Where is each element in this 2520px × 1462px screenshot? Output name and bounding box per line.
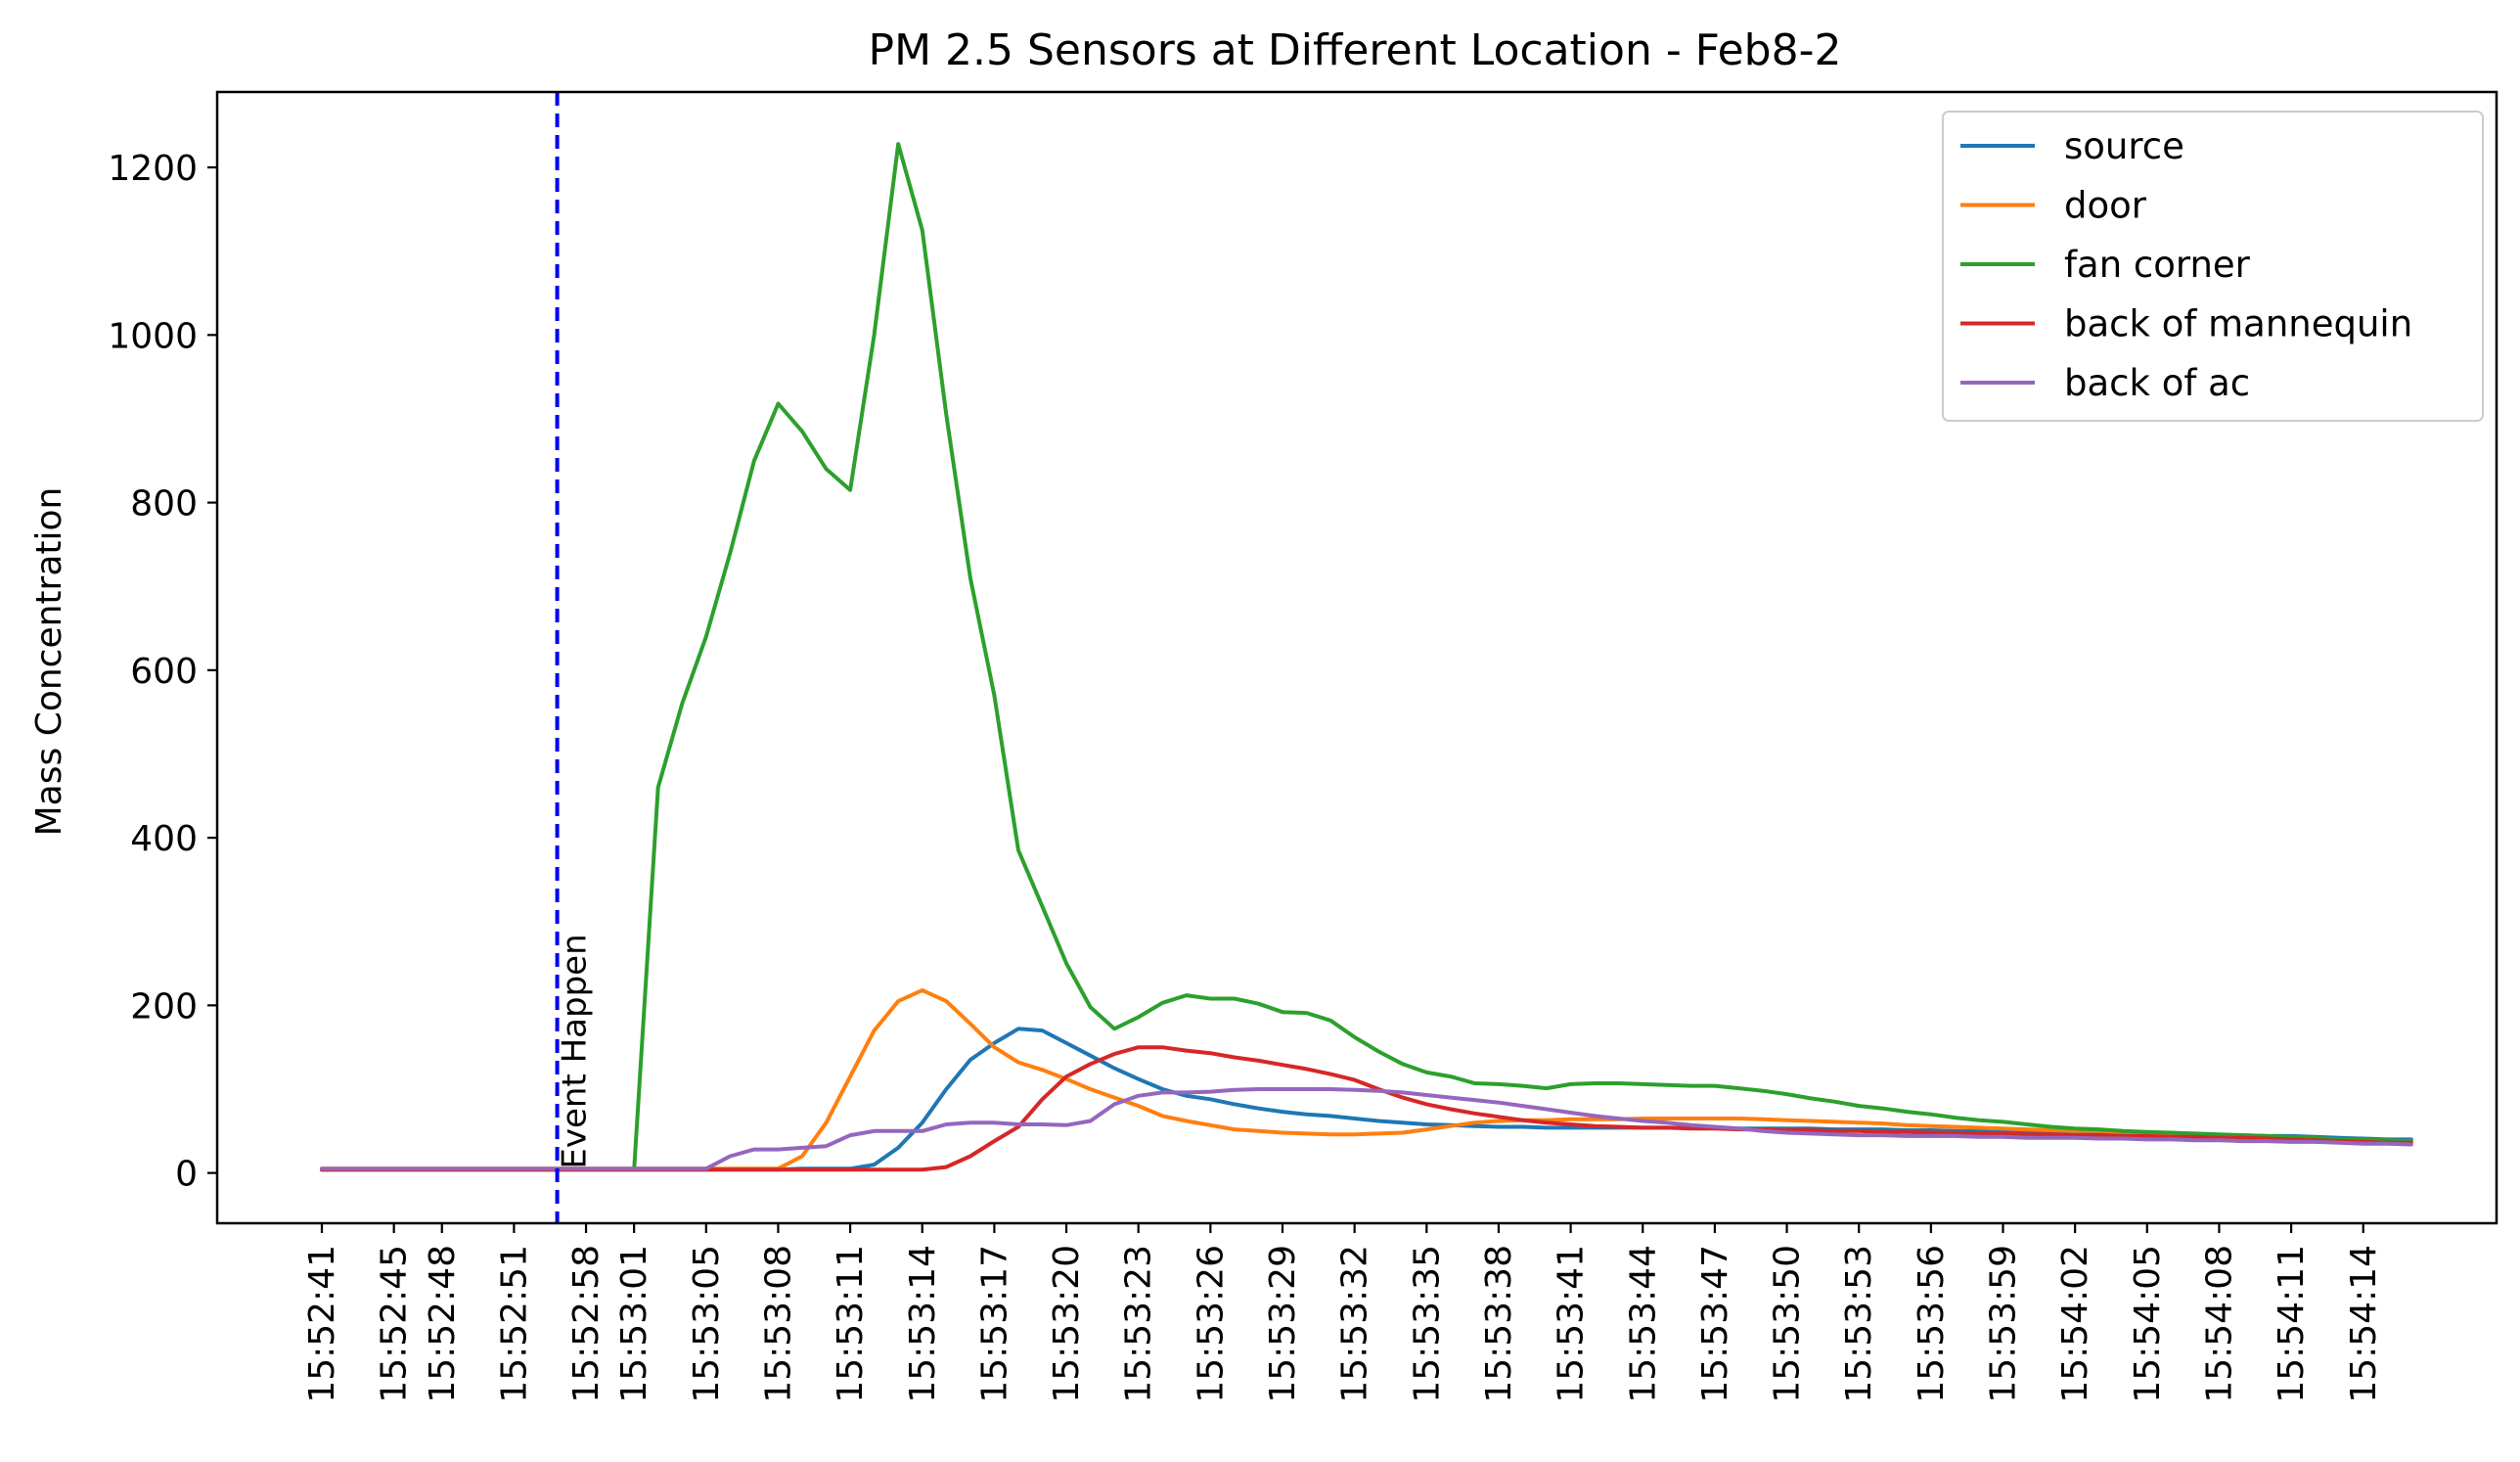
legend-label: back of mannequin — [2064, 303, 2412, 345]
x-axis-ticks: 15:52:41 15:52:45 15:52:48 15:52:51 15:52:58… — [302, 1223, 2384, 1403]
x-tick-label: 15:53:35 — [1407, 1245, 1447, 1403]
x-tick-label: 15:53:56 — [1912, 1245, 1952, 1403]
x-tick-label: 15:52:45 — [375, 1245, 415, 1403]
y-tick-label: 400 — [130, 819, 198, 859]
x-tick-label: 15:53:38 — [1479, 1245, 1519, 1403]
x-tick-label: 15:53:01 — [614, 1245, 654, 1403]
x-tick-label: 15:53:47 — [1695, 1245, 1735, 1403]
x-tick-label: 15:53:05 — [687, 1245, 727, 1403]
plot-lines — [320, 142, 2413, 1172]
y-tick-label: 1000 — [108, 316, 198, 356]
y-tick-label: 800 — [130, 484, 198, 525]
x-tick-label: 15:53:50 — [1768, 1245, 1808, 1403]
plot-frame — [215, 90, 2498, 1225]
series-line-back-of-ac — [320, 1087, 2413, 1171]
y-axis-label: Mass Concentration — [29, 487, 69, 837]
legend: source door fan corner back of mannequin bac… — [1942, 111, 2484, 422]
x-tick-label: 15:53:20 — [1047, 1245, 1087, 1403]
x-tick-label: 15:53:26 — [1191, 1245, 1231, 1403]
x-tick-label: 15:53:59 — [1984, 1245, 2024, 1403]
legend-box — [1942, 111, 2484, 422]
x-tick-label: 15:54:14 — [2344, 1245, 2384, 1403]
x-tick-label: 15:52:48 — [423, 1245, 463, 1403]
x-tick-label: 15:53:23 — [1119, 1245, 1159, 1403]
legend-label: source — [2064, 125, 2184, 167]
y-tick-label: 1200 — [108, 149, 198, 189]
x-tick-label: 15:53:11 — [831, 1245, 871, 1403]
x-tick-label: 15:52:58 — [566, 1245, 607, 1403]
y-axis-ticks: 0 200 400 600 800 1000 1200 — [108, 149, 217, 1195]
x-tick-label: 15:53:17 — [974, 1245, 1014, 1403]
x-tick-label: 15:53:14 — [903, 1245, 943, 1403]
legend-label: fan corner — [2064, 244, 2251, 286]
x-tick-label: 15:54:08 — [2199, 1245, 2239, 1403]
x-tick-label: 15:53:32 — [1335, 1245, 1375, 1403]
x-tick-label: 15:53:29 — [1263, 1245, 1303, 1403]
legend-label: back of ac — [2064, 362, 2250, 404]
y-tick-label: 200 — [130, 986, 198, 1027]
y-tick-label: 0 — [175, 1155, 198, 1195]
x-tick-label: 15:54:05 — [2128, 1245, 2168, 1403]
x-tick-label: 15:52:41 — [302, 1245, 342, 1403]
y-tick-label: 600 — [130, 652, 198, 692]
x-tick-label: 15:54:02 — [2055, 1245, 2095, 1403]
event-label: Event Happen — [556, 934, 595, 1168]
legend-label: door — [2064, 185, 2147, 227]
x-tick-label: 15:52:51 — [494, 1245, 534, 1403]
chart-title: PM 2.5 Sensors at Different Location - F… — [869, 25, 1842, 75]
series-line-fan-corner — [320, 142, 2413, 1172]
x-tick-label: 15:53:53 — [1839, 1245, 1879, 1403]
x-tick-label: 15:53:08 — [758, 1245, 798, 1403]
x-tick-label: 15:54:11 — [2272, 1245, 2312, 1403]
event-annotation: Event Happen — [555, 92, 595, 1223]
x-tick-label: 15:53:41 — [1552, 1245, 1592, 1403]
x-tick-label: 15:53:44 — [1623, 1245, 1663, 1403]
